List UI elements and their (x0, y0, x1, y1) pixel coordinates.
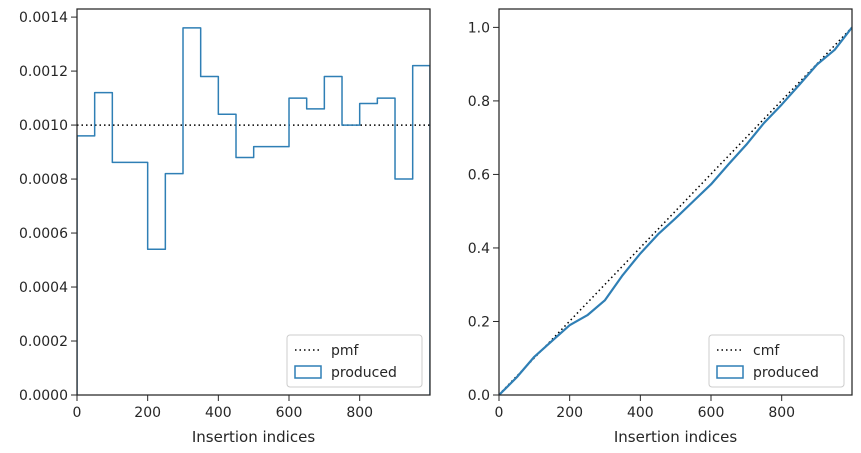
y-tick-label: 0.0010 (19, 118, 68, 134)
x-tick-label: 200 (134, 405, 161, 421)
axes-frame (498, 8, 853, 396)
x-tick-label: 400 (627, 405, 654, 421)
series-cmf (499, 26, 852, 395)
y-tick-label: 0.0002 (19, 334, 68, 350)
legend-label-produced: produced (331, 365, 397, 381)
series-group (499, 26, 852, 395)
legend: pmf produced (286, 334, 423, 388)
x-tick-label: 800 (768, 405, 795, 421)
y-tick-label: 0.0014 (19, 10, 68, 26)
y-tick-label: 1.0 (468, 20, 490, 36)
legend-swatch-produced (294, 365, 322, 379)
legend-label-pmf: pmf (331, 343, 360, 359)
legend: cmf produced (708, 334, 845, 388)
x-axis-label: Insertion indices (192, 428, 315, 446)
series-produced (499, 26, 852, 395)
plot-area (77, 9, 430, 395)
x-tick-label: 0 (73, 405, 82, 421)
x-tick-label: 200 (556, 405, 583, 421)
series-group (77, 27, 430, 395)
plot-area (499, 9, 852, 395)
legend-label-produced: produced (753, 365, 819, 381)
legend-label-cmf: cmf (753, 343, 780, 359)
legend-swatch-produced (716, 365, 744, 379)
y-tick-label: 0.4 (468, 241, 490, 257)
x-tick-label: 0 (495, 405, 504, 421)
y-tick-label: 0.6 (468, 167, 490, 183)
y-tick-label: 0.0012 (19, 64, 68, 80)
axes-frame (76, 8, 431, 396)
x-axis-label: Insertion indices (614, 428, 737, 446)
y-tick-label: 0.0004 (19, 280, 68, 296)
chart-panel-2: 0 200 400 600 800 0.0 0.2 0.4 0.6 0.8 1.0 Insertion… (468, 8, 853, 446)
y-tick-label: 0.0006 (19, 226, 68, 242)
y-tick-label: 0.0008 (19, 172, 68, 188)
y-tick-label: 0.0 (468, 388, 490, 404)
y-tick-label: 0.8 (468, 94, 490, 110)
y-tick-label: 0.2 (468, 314, 490, 330)
x-tick-label: 800 (346, 405, 373, 421)
series-produced (77, 27, 430, 395)
chart-panel-1: 0 200 400 600 800 0.0000 0.0002 0.0004 0.0006 0.0… (19, 8, 431, 446)
y-tick-label: 0.0000 (19, 388, 68, 404)
x-tick-label: 600 (276, 405, 303, 421)
x-tick-label: 400 (205, 405, 232, 421)
x-tick-label: 600 (698, 405, 725, 421)
